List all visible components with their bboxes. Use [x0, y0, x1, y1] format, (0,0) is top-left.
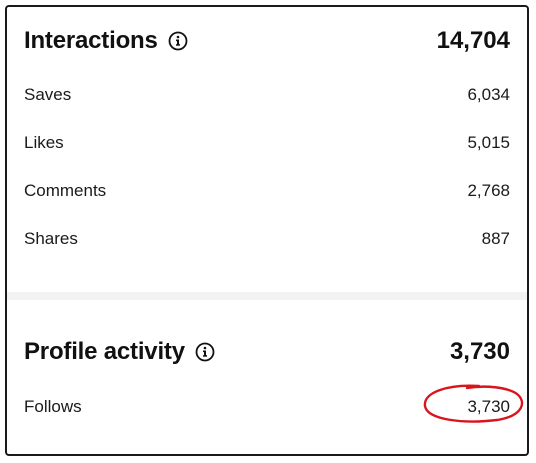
metric-row-likes: Likes 5,015: [24, 133, 510, 153]
metric-label: Likes: [24, 133, 64, 152]
metric-value: 5,015: [467, 133, 510, 152]
interactions-title: Interactions: [24, 27, 158, 54]
profile-activity-header: Profile activity 3,730: [24, 338, 510, 366]
metric-label: Follows: [24, 397, 82, 416]
profile-activity-total: 3,730: [449, 338, 510, 365]
insights-card: Interactions 14,704 Saves 6,034 Likes 5,…: [5, 5, 529, 456]
info-circle-icon[interactable]: [195, 342, 215, 362]
follows-value-wrap: 3,730: [424, 384, 524, 423]
metric-row-shares: Shares 887: [24, 229, 510, 249]
metric-value: 887: [481, 229, 510, 248]
metric-row-follows: Follows 3,730: [24, 384, 524, 423]
interactions-header: Interactions 14,704: [24, 27, 510, 55]
metric-row-comments: Comments 2,768: [24, 181, 510, 201]
metric-label: Shares: [24, 229, 78, 248]
metric-label: Comments: [24, 181, 107, 200]
metric-value: 3,730: [467, 397, 510, 416]
section-divider: [7, 292, 527, 300]
metric-value: 6,034: [467, 85, 510, 104]
profile-activity-title: Profile activity: [24, 338, 185, 365]
metric-value: 2,768: [467, 181, 510, 200]
interactions-total: 14,704: [436, 27, 510, 54]
info-circle-icon[interactable]: [168, 31, 188, 51]
metric-label: Saves: [24, 85, 72, 104]
metric-row-saves: Saves 6,034: [24, 85, 510, 105]
